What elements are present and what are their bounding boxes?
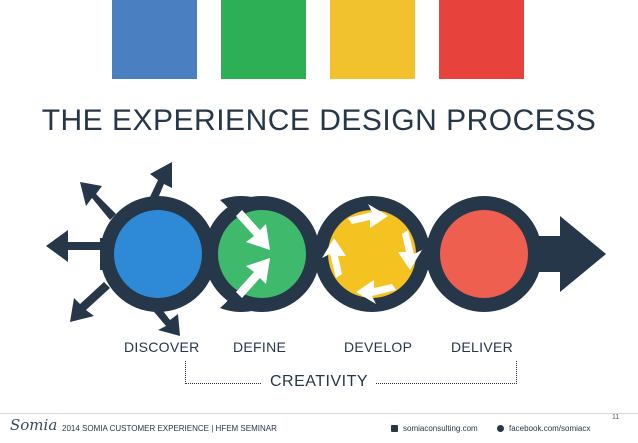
blue-bar: [112, 0, 197, 79]
process-diagram: [46, 162, 606, 336]
deliver-circle: [440, 210, 528, 298]
company-logo: Somia: [10, 416, 58, 434]
yellow-bar: [330, 0, 415, 79]
facebook-text: facebook.com/somiacx: [509, 424, 591, 433]
define-ring: [204, 196, 320, 312]
seminar-text: 2014 SOMIA CUSTOMER EXPERIENCE | HFEM SE…: [62, 424, 277, 433]
deliver-arrow-icon: [510, 216, 606, 292]
red-bar: [439, 0, 524, 79]
stage-label-define: DEFINE: [233, 339, 287, 355]
page-number: 11: [612, 414, 620, 421]
converging-arrow-icon: [236, 210, 270, 250]
stage-label-deliver: DELIVER: [451, 339, 514, 355]
deliver-ring: [426, 196, 542, 312]
stage-label-develop: DEVELOP: [344, 339, 413, 355]
discover-circle: [114, 210, 202, 298]
develop-circle: [328, 210, 416, 298]
footer: Somia 2014 SOMIA CUSTOMER EXPERIENCE | H…: [0, 413, 638, 443]
creativity-label-wrap: CREATIVITY: [0, 373, 638, 391]
stage-label-discover: DISCOVER: [124, 339, 200, 355]
monitor-icon: [391, 425, 398, 432]
develop-ring: [314, 196, 430, 312]
green-bar: [221, 0, 306, 79]
facebook-icon: [497, 425, 504, 432]
discover-ring: [100, 196, 216, 312]
website-link[interactable]: somiaconsulting.com: [391, 424, 478, 433]
cycle-arrows-icon: [322, 204, 422, 304]
define-circle: [218, 210, 306, 298]
creativity-label: CREATIVITY: [261, 373, 377, 390]
facebook-link[interactable]: facebook.com/somiacx: [497, 424, 590, 433]
website-text: somiaconsulting.com: [403, 424, 478, 433]
page-title: THE EXPERIENCE DESIGN PROCESS: [41, 104, 597, 137]
color-bars: [0, 0, 638, 80]
converging-arrow-icon: [236, 258, 270, 298]
